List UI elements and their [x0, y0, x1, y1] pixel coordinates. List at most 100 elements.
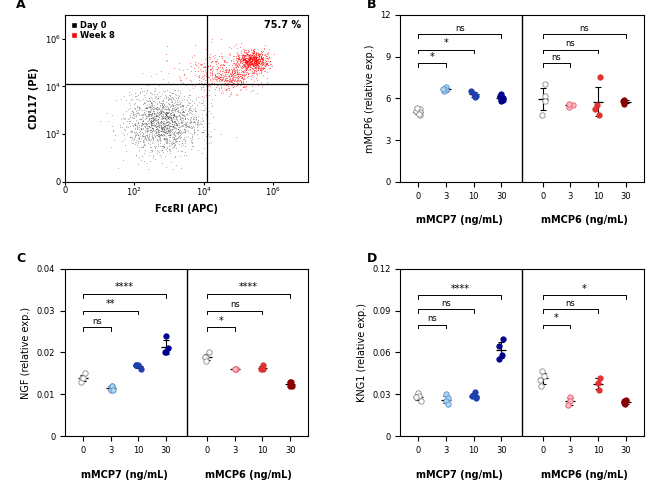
Point: [194, 98, 204, 106]
Point: [248, 48, 258, 55]
Point: [166, 93, 176, 101]
Point: [264, 53, 274, 61]
Point: [260, 60, 270, 68]
Point: [251, 66, 261, 74]
Point: [193, 112, 203, 120]
Point: [152, 92, 162, 100]
Point: [131, 123, 142, 131]
Point: [211, 60, 221, 68]
Point: [157, 143, 167, 150]
Point: [138, 129, 148, 137]
Point: [170, 131, 180, 139]
Point: [250, 55, 261, 63]
Point: [177, 101, 188, 109]
Point: [157, 103, 168, 111]
Point: [231, 59, 241, 67]
Point: [259, 62, 270, 70]
Point: [211, 83, 222, 91]
Point: [157, 120, 167, 128]
Point: [496, 97, 506, 105]
Text: ns: ns: [552, 53, 562, 62]
Point: [197, 110, 207, 118]
Point: [164, 119, 175, 127]
Point: [239, 56, 250, 64]
Point: [253, 49, 263, 57]
Point: [183, 94, 193, 101]
Point: [185, 104, 195, 112]
Point: [246, 57, 256, 65]
Point: [217, 69, 228, 77]
Point: [211, 79, 222, 87]
Point: [253, 64, 263, 72]
Point: [219, 72, 229, 80]
Point: [239, 70, 249, 78]
Point: [218, 56, 229, 64]
Point: [235, 66, 246, 74]
Point: [229, 71, 239, 79]
Point: [254, 59, 265, 67]
Point: [146, 126, 156, 134]
Point: [187, 106, 197, 114]
Point: [143, 103, 153, 111]
Point: [170, 133, 180, 141]
Point: [110, 131, 120, 139]
Point: [133, 120, 144, 127]
Point: [194, 60, 205, 68]
Point: [214, 70, 225, 77]
Point: [148, 112, 159, 120]
Point: [142, 102, 153, 110]
Point: [248, 53, 259, 61]
Point: [251, 52, 261, 60]
Point: [157, 120, 168, 127]
Point: [262, 74, 272, 82]
Point: [238, 68, 248, 75]
Point: [222, 76, 232, 84]
Point: [172, 103, 182, 111]
Point: [174, 128, 185, 136]
Point: [126, 120, 136, 127]
Point: [252, 57, 262, 65]
Point: [466, 87, 476, 95]
Point: [178, 128, 188, 136]
Point: [222, 76, 232, 84]
Point: [144, 100, 154, 108]
Point: [140, 134, 151, 142]
Point: [224, 73, 235, 81]
Point: [249, 62, 259, 70]
Point: [263, 61, 274, 69]
Point: [131, 107, 142, 115]
Point: [194, 73, 204, 81]
Point: [163, 136, 174, 144]
Point: [170, 98, 181, 106]
Point: [109, 137, 120, 145]
Point: [249, 54, 259, 62]
Point: [257, 67, 267, 74]
Point: [254, 55, 264, 63]
Point: [223, 80, 233, 88]
Point: [186, 67, 196, 75]
Point: [157, 118, 168, 126]
Point: [251, 61, 261, 69]
Point: [256, 53, 266, 61]
Point: [263, 54, 274, 62]
Point: [149, 115, 159, 123]
Point: [143, 122, 153, 129]
Point: [171, 121, 181, 129]
Point: [162, 137, 172, 145]
Point: [186, 114, 196, 122]
Point: [258, 71, 268, 78]
Point: [230, 73, 240, 81]
Point: [231, 77, 242, 85]
Point: [160, 114, 170, 122]
Point: [257, 82, 268, 90]
Point: [174, 116, 185, 123]
Point: [126, 127, 136, 135]
Point: [237, 54, 248, 62]
Point: [224, 77, 235, 85]
Point: [225, 77, 235, 85]
Point: [223, 76, 233, 84]
Point: [166, 119, 177, 126]
Point: [158, 107, 168, 115]
Point: [221, 68, 231, 76]
Point: [161, 95, 172, 102]
